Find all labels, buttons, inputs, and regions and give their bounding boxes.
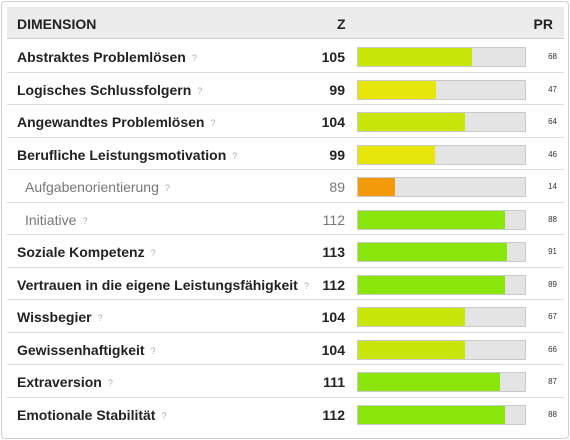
pr-value: 66 xyxy=(548,344,557,354)
dimension-label: Angewandtes Problemlösen? xyxy=(17,114,216,130)
dimension-label: Extraversion? xyxy=(17,374,113,390)
dimension-label: Vertrauen in die eigene Leistungsfähigke… xyxy=(17,276,309,293)
z-value: 112 xyxy=(322,406,345,423)
table-row: Wissbegier? 104 67 xyxy=(7,300,564,333)
pr-value: 67 xyxy=(548,312,557,321)
table-header: DIMENSION Z PR xyxy=(7,7,564,39)
score-bar-fill xyxy=(358,210,505,229)
score-bar-fill xyxy=(358,308,465,326)
score-bar xyxy=(357,339,526,360)
results-table: Abstraktes Problemlösen? 105 68 Logisches S… xyxy=(7,40,564,430)
score-bar-fill xyxy=(358,80,437,99)
table-row: Initiative? 112 88 xyxy=(7,202,564,235)
score-bar-fill xyxy=(358,275,505,294)
dimension-label: Emotionale Stabilität? xyxy=(17,406,167,423)
header-z: Z xyxy=(337,16,346,32)
score-bar-fill xyxy=(358,145,435,164)
pr-value: 88 xyxy=(548,214,557,224)
table-row: Emotionale Stabilität? 112 88 xyxy=(7,397,564,430)
z-value: 104 xyxy=(321,114,345,130)
score-bar-fill xyxy=(358,113,465,131)
pr-value: 47 xyxy=(548,84,557,94)
pr-value: 88 xyxy=(548,409,557,419)
z-value: 112 xyxy=(322,276,345,293)
z-value: 89 xyxy=(329,179,345,195)
help-icon[interactable]: ? xyxy=(150,345,156,356)
help-icon[interactable]: ? xyxy=(161,410,167,421)
dimension-label: Berufliche Leistungsmotivation? xyxy=(17,146,238,163)
score-bar xyxy=(357,307,526,327)
help-icon[interactable]: ? xyxy=(210,118,216,128)
score-bar xyxy=(357,209,526,230)
score-bar xyxy=(357,274,526,295)
help-icon[interactable]: ? xyxy=(107,378,113,388)
help-icon[interactable]: ? xyxy=(150,248,156,258)
z-value: 99 xyxy=(329,146,345,163)
dimension-label: Logisches Schlussfolgern? xyxy=(17,81,203,98)
table-row: Logisches Schlussfolgern? 99 47 xyxy=(7,72,564,105)
score-bar-fill xyxy=(358,405,505,424)
pr-value: 91 xyxy=(548,247,557,256)
z-value: 99 xyxy=(329,81,345,98)
help-icon[interactable]: ? xyxy=(232,150,238,161)
pr-value: 64 xyxy=(548,117,557,126)
score-bar xyxy=(357,47,526,67)
z-value: 112 xyxy=(322,211,345,228)
z-value: 111 xyxy=(323,374,345,390)
score-bar xyxy=(357,242,526,262)
table-row: Berufliche Leistungsmotivation? 99 46 xyxy=(7,137,564,170)
score-bar-fill xyxy=(358,373,500,391)
help-icon[interactable]: ? xyxy=(82,215,88,226)
score-bar xyxy=(357,112,526,132)
help-icon[interactable]: ? xyxy=(164,183,170,193)
table-row: Vertrauen in die eigene Leistungsfähigke… xyxy=(7,267,564,300)
table-row: Aufgabenorientierung? 89 14 xyxy=(7,170,564,203)
score-bar xyxy=(357,404,526,425)
table-row: Extraversion? 111 87 xyxy=(7,365,564,398)
score-bar xyxy=(357,79,526,100)
table-row: Gewissenhaftigkeit? 104 66 xyxy=(7,332,564,365)
dimension-label: Aufgabenorientierung? xyxy=(25,179,170,195)
pr-value: 87 xyxy=(548,377,557,386)
help-icon[interactable]: ? xyxy=(97,313,103,323)
z-value: 113 xyxy=(322,244,345,260)
score-bar-fill xyxy=(358,178,395,196)
pr-value: 46 xyxy=(548,149,557,159)
table-row: Abstraktes Problemlösen? 105 68 xyxy=(7,40,564,73)
help-icon[interactable]: ? xyxy=(197,85,203,96)
help-icon[interactable]: ? xyxy=(191,53,197,63)
score-bar xyxy=(357,372,526,392)
dimension-label: Gewissenhaftigkeit? xyxy=(17,341,156,358)
dimension-label: Initiative? xyxy=(25,211,88,228)
header-dimension: DIMENSION xyxy=(17,16,97,32)
score-bar-fill xyxy=(358,243,507,261)
pr-value: 89 xyxy=(548,279,557,289)
dimension-label: Wissbegier? xyxy=(17,309,103,325)
table-row: Angewandtes Problemlösen? 104 64 xyxy=(7,105,564,138)
table-row: Soziale Kompetenz? 113 91 xyxy=(7,235,564,268)
z-value: 105 xyxy=(321,49,345,65)
score-bar-fill xyxy=(358,48,472,66)
score-bar xyxy=(357,144,526,165)
z-value: 104 xyxy=(321,309,345,325)
score-bar xyxy=(357,177,526,197)
dimension-label: Abstraktes Problemlösen? xyxy=(17,49,197,65)
help-icon[interactable]: ? xyxy=(303,280,309,291)
pr-value: 14 xyxy=(548,182,557,191)
pr-value: 68 xyxy=(548,52,557,61)
score-bar-fill xyxy=(358,340,465,359)
dimension-label: Soziale Kompetenz? xyxy=(17,244,156,260)
header-pr: PR xyxy=(533,16,553,32)
z-value: 104 xyxy=(321,341,345,358)
